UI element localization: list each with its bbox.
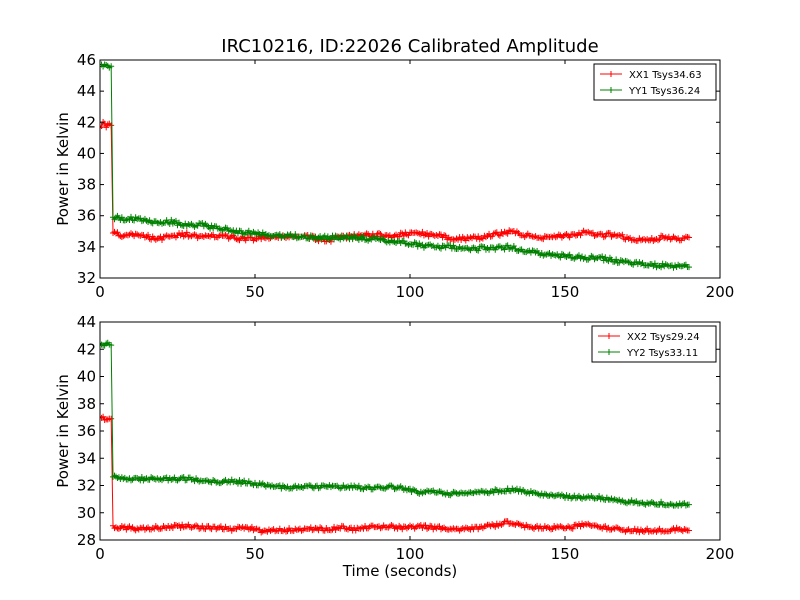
y-tick-label: 34: [77, 238, 96, 256]
legend: XX1 Tsys34.63 YY1 Tsys36.24: [593, 63, 717, 101]
x-axis-label: Time (seconds): [342, 562, 458, 580]
legend-label: YY2 Tsys33.11: [626, 348, 698, 359]
legend-swatch-marker: [606, 333, 612, 339]
legend-swatch-marker: [606, 349, 612, 355]
y-tick-label: 36: [77, 207, 96, 225]
y-tick-label: 46: [77, 51, 96, 69]
series-1-2: [100, 61, 692, 271]
x-tick-label: 50: [245, 545, 264, 563]
y-axis-label: Power in Kelvin: [54, 374, 72, 488]
x-tick-label: 100: [396, 545, 425, 563]
panels: 0 50 100 150 200 32 34 36 38 40 42 44 46 Power in Kel…: [54, 51, 734, 580]
y-tick-label: 32: [77, 477, 96, 495]
legend-frame: [593, 63, 717, 101]
y-tick-label: 42: [77, 113, 96, 131]
x-tick-label: 100: [396, 283, 425, 301]
y-tick-label: 34: [77, 449, 96, 467]
y-tick-label: 28: [77, 531, 96, 549]
y-axis-label: Power in Kelvin: [54, 112, 72, 226]
legend-label: XX2 Tsys29.24: [627, 332, 700, 343]
series-markers: [100, 61, 692, 271]
x-tick-label: 200: [706, 283, 735, 301]
y-tick-label: 30: [77, 504, 96, 522]
legend-swatch-marker: [608, 71, 614, 77]
chart-title: IRC10216, ID:22026 Calibrated Amplitude: [221, 36, 598, 57]
legend-label: YY1 Tsys36.24: [628, 86, 700, 97]
y-tick-label: 36: [77, 422, 96, 440]
subplot-1: 0 50 100 150 200 32 34 36 38 40 42 44 46 Power in Kel…: [54, 51, 734, 301]
legend: XX2 Tsys29.24 YY2 Tsys33.11: [591, 325, 717, 363]
x-tick-label: 200: [706, 545, 735, 563]
series-2-2: [100, 339, 692, 509]
series-markers: [100, 413, 692, 536]
x-tick-label: 0: [95, 283, 105, 301]
y-tick-label: 40: [77, 368, 96, 386]
x-tick-label: 50: [245, 283, 264, 301]
legend-label: XX1 Tsys34.63: [629, 70, 702, 81]
y-tick-label: 44: [77, 82, 96, 100]
x-tick-label: 0: [95, 545, 105, 563]
y-tick-label: 44: [77, 313, 96, 331]
subplot-2: 0 50 100 150 200 28 30 32 34 36 38 40 42 44 Power in K…: [54, 313, 734, 580]
series-2-1: [100, 413, 692, 536]
legend-frame: [591, 325, 717, 363]
y-tick-label: 38: [77, 176, 96, 194]
y-tick-label: 38: [77, 395, 96, 413]
series-markers: [100, 339, 692, 509]
y-tick-label: 32: [77, 269, 96, 287]
legend-swatch-marker: [608, 87, 614, 93]
series-1-1: [100, 119, 692, 245]
x-tick-label: 150: [551, 283, 580, 301]
y-tick-label: 42: [77, 340, 96, 358]
y-tick-label: 40: [77, 144, 96, 162]
x-tick-label: 150: [551, 545, 580, 563]
